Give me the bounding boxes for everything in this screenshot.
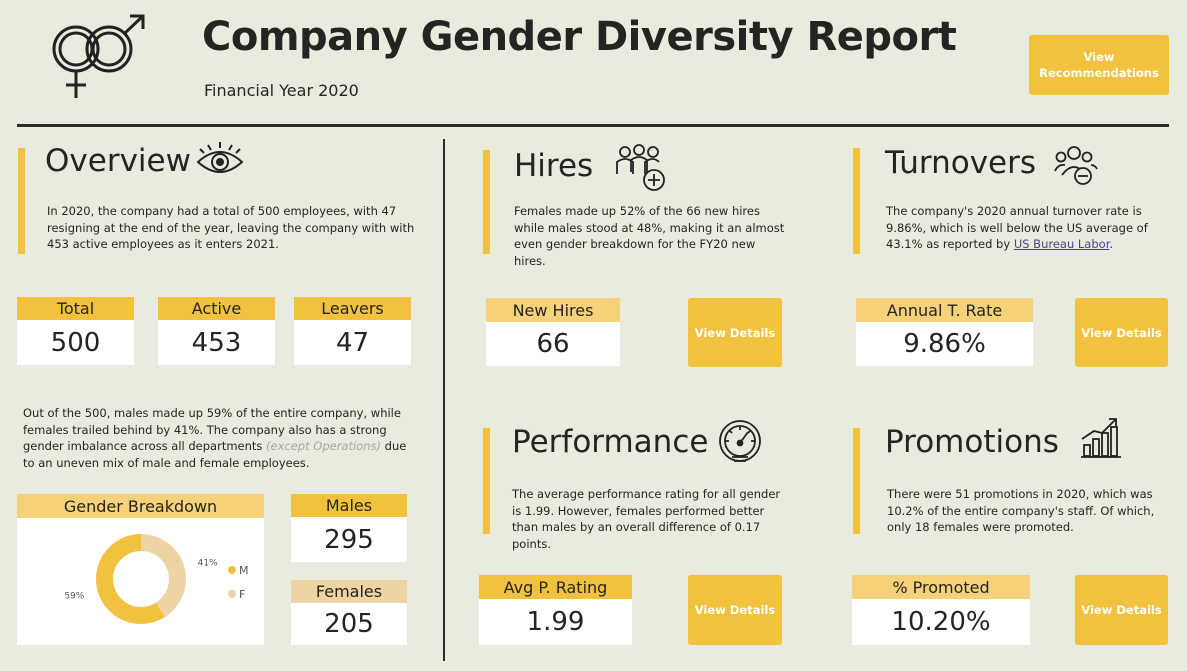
annual-turnover-card: Annual T. Rate 9.86% xyxy=(856,298,1033,366)
turnovers-text-end: . xyxy=(1109,237,1114,251)
total-card-value: 500 xyxy=(50,327,101,358)
promotions-view-details-button[interactable]: View Details xyxy=(1075,575,1168,645)
new-hires-card-value: 66 xyxy=(536,329,570,359)
hires-title: Hires xyxy=(514,148,594,184)
gender-breakdown-card: Gender Breakdown 59% M 41% F xyxy=(17,494,264,645)
growth-chart-icon xyxy=(1078,413,1124,459)
avg-rating-card: Avg P. Rating 1.99 xyxy=(479,575,632,645)
overview-gender-text-end: due to an uneven mix of male and female … xyxy=(23,439,407,470)
header-divider xyxy=(17,124,1169,127)
speedometer-icon xyxy=(716,419,764,465)
promoted-card-label: % Promoted xyxy=(852,575,1030,599)
promotions-title: Promotions xyxy=(885,424,1059,460)
column-divider xyxy=(443,139,445,661)
females-card-label: Females xyxy=(291,580,407,603)
hires-accent-bar xyxy=(483,150,490,254)
total-card: Total 500 xyxy=(17,297,134,365)
females-card: Females 205 xyxy=(291,580,407,645)
performance-title: Performance xyxy=(512,424,709,460)
add-group-icon xyxy=(614,142,666,192)
active-card-value: 453 xyxy=(191,327,242,358)
overview-text: In 2020, the company had a total of 500 … xyxy=(47,204,415,251)
performance-text: The average performance rating for all g… xyxy=(512,487,781,551)
donut-slice-m[interactable] xyxy=(96,534,166,624)
overview-accent-bar xyxy=(18,148,25,254)
donut-label-f: 41% xyxy=(198,559,218,569)
legend-dot-f xyxy=(228,590,236,598)
turnovers-text: The company's 2020 annual turnover rate … xyxy=(886,203,1166,253)
donut-slice-f[interactable] xyxy=(141,534,186,617)
donut-label-m: 59% xyxy=(64,591,84,601)
overview-title: Overview xyxy=(45,143,191,179)
overview-gender-text-italic: (except Operations) xyxy=(266,439,381,453)
performance-accent-bar xyxy=(483,428,490,534)
legend-label-f[interactable]: F xyxy=(239,588,245,601)
leavers-card-value: 47 xyxy=(335,327,370,358)
annual-turnover-card-label: Annual T. Rate xyxy=(856,298,1033,322)
leavers-card-label: Leavers xyxy=(294,297,411,320)
remove-group-icon xyxy=(1053,143,1099,187)
avg-rating-card-value: 1.99 xyxy=(526,607,585,637)
legend-label-m[interactable]: M xyxy=(239,564,249,577)
overview-gender-text-start: Out of the 500, males made up 59% of the… xyxy=(23,406,401,453)
us-bureau-labor-link[interactable]: US Bureau Labor xyxy=(1013,237,1110,251)
gender-breakdown-title: Gender Breakdown xyxy=(17,494,264,518)
gender-donut-chart: 59% M 41% F xyxy=(64,534,249,624)
hires-text: Females made up 52% of the 66 new hires … xyxy=(514,204,785,268)
page-title: Company Gender Diversity Report xyxy=(202,14,957,60)
hires-view-details-button[interactable]: View Details xyxy=(688,298,782,367)
females-card-value: 205 xyxy=(324,609,374,639)
promotions-text: There were 51 promotions in 2020, which … xyxy=(887,487,1155,534)
avg-rating-card-label: Avg P. Rating xyxy=(479,575,632,599)
turnovers-text-start: The company's 2020 annual turnover rate … xyxy=(886,204,1148,251)
males-card-label: Males xyxy=(291,494,407,517)
active-card: Active 453 xyxy=(158,297,275,365)
total-card-label: Total xyxy=(17,297,134,320)
view-recommendations-button[interactable]: View Recommendations xyxy=(1029,35,1169,95)
promoted-card-value: 10.20% xyxy=(891,607,991,637)
page-subtitle: Financial Year 2020 xyxy=(204,81,359,100)
turnovers-title: Turnovers xyxy=(885,145,1037,181)
turnovers-accent-bar xyxy=(853,148,860,254)
performance-view-details-button[interactable]: View Details xyxy=(688,575,782,645)
promotions-accent-bar xyxy=(853,428,860,534)
new-hires-card-label: New Hires xyxy=(486,298,620,322)
gender-symbols-icon xyxy=(46,12,148,100)
males-card-value: 295 xyxy=(324,524,374,555)
legend-dot-m xyxy=(228,566,236,574)
overview-gender-text: Out of the 500, males made up 59% of the… xyxy=(23,405,408,471)
promoted-card: % Promoted 10.20% xyxy=(852,575,1030,645)
annual-turnover-card-value: 9.86% xyxy=(903,329,986,359)
males-card: Males 295 xyxy=(291,494,407,562)
turnovers-view-details-button[interactable]: View Details xyxy=(1075,298,1168,367)
new-hires-card: New Hires 66 xyxy=(486,298,620,366)
active-card-label: Active xyxy=(158,297,275,320)
leavers-card: Leavers 47 xyxy=(294,297,411,365)
eye-icon xyxy=(196,140,244,176)
